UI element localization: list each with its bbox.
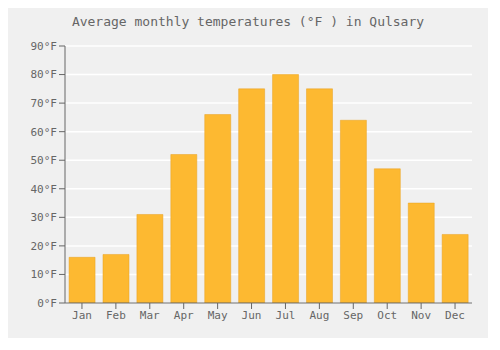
svg-text:30°F: 30°F bbox=[31, 211, 58, 224]
svg-text:80°F: 80°F bbox=[31, 68, 58, 81]
svg-text:Jul: Jul bbox=[276, 309, 296, 322]
svg-text:Nov: Nov bbox=[411, 309, 431, 322]
svg-text:Jun: Jun bbox=[242, 309, 262, 322]
svg-text:Feb: Feb bbox=[106, 309, 126, 322]
svg-text:0°F: 0°F bbox=[37, 297, 57, 310]
svg-text:Apr: Apr bbox=[174, 309, 194, 322]
svg-text:70°F: 70°F bbox=[31, 97, 58, 110]
svg-text:Aug: Aug bbox=[309, 309, 329, 322]
svg-text:60°F: 60°F bbox=[31, 126, 58, 139]
svg-text:50°F: 50°F bbox=[31, 154, 58, 167]
svg-text:May: May bbox=[208, 309, 228, 322]
svg-text:40°F: 40°F bbox=[31, 183, 58, 196]
svg-text:20°F: 20°F bbox=[31, 240, 58, 253]
svg-text:Jan: Jan bbox=[72, 309, 92, 322]
svg-text:Mar: Mar bbox=[140, 309, 160, 322]
html-text:Average monthly temperatures (: Average monthly temperatures (°F ) in Qu… bbox=[71, 14, 425, 29]
svg-text:90°F: 90°F bbox=[31, 40, 58, 53]
svg-text:Sep: Sep bbox=[343, 309, 363, 322]
svg-text:10°F: 10°F bbox=[31, 268, 58, 281]
svg-text:Oct: Oct bbox=[377, 309, 397, 322]
svg-text:Dec: Dec bbox=[445, 309, 465, 322]
